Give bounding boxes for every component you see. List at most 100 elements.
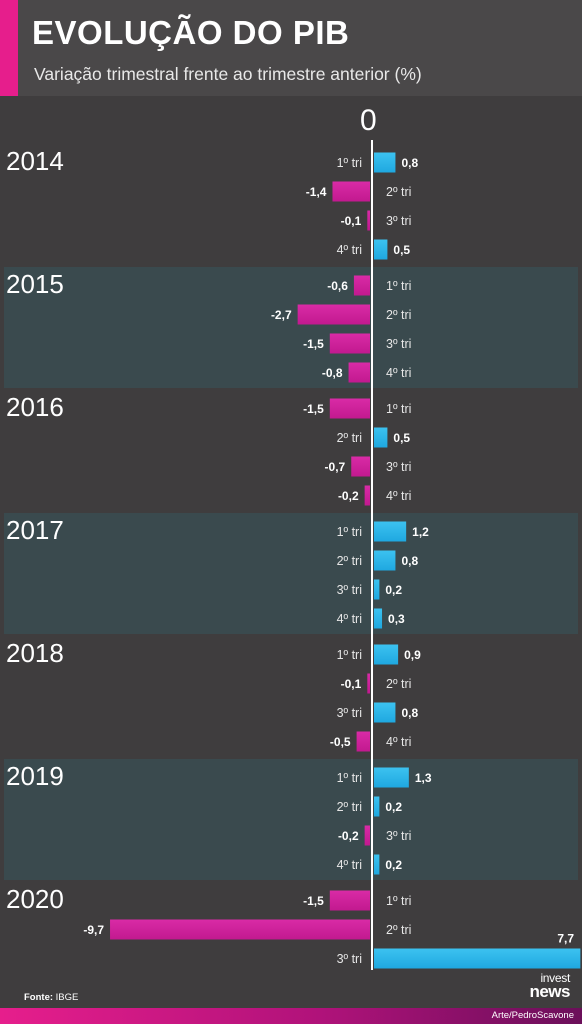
quarter-label-2016-q3: 3º tri bbox=[386, 460, 411, 474]
bar-2015-q4 bbox=[348, 362, 370, 383]
value-label-2015-q3: -1,5 bbox=[303, 337, 324, 351]
year-band-2014 bbox=[4, 144, 578, 265]
value-label-2015-q4: -0,8 bbox=[322, 366, 343, 380]
bar-2016-q3 bbox=[351, 456, 370, 477]
investnews-logo: invest news bbox=[508, 972, 570, 1002]
quarter-label-2016-q4: 4º tri bbox=[386, 489, 411, 503]
value-label-2016-q3: -0,7 bbox=[325, 460, 346, 474]
quarter-label-2014-q1: 1º tri bbox=[337, 156, 362, 170]
bar-2018-q3 bbox=[374, 702, 396, 723]
value-label-2020-q2: -9,7 bbox=[83, 923, 104, 937]
bar-2017-q1 bbox=[374, 521, 407, 542]
quarter-label-2018-q4: 4º tri bbox=[386, 735, 411, 749]
value-label-2019-q2: 0,2 bbox=[385, 800, 402, 814]
quarter-label-2018-q3: 3º tri bbox=[337, 706, 362, 720]
source-note: Fonte: IBGE bbox=[24, 992, 78, 1003]
zero-axis-label: 0 bbox=[360, 104, 377, 137]
quarter-label-2016-q1: 1º tri bbox=[386, 402, 411, 416]
bar-2018-q2 bbox=[367, 673, 370, 694]
year-band-2016 bbox=[4, 390, 578, 511]
quarter-label-2015-q1: 1º tri bbox=[386, 279, 411, 293]
value-label-2017-q2: 0,8 bbox=[401, 554, 418, 568]
quarter-label-2019-q2: 2º tri bbox=[337, 800, 362, 814]
value-label-2019-q3: -0,2 bbox=[338, 829, 359, 843]
quarter-label-2014-q2: 2º tri bbox=[386, 185, 411, 199]
year-band-2017 bbox=[4, 513, 578, 634]
value-label-2015-q1: -0,6 bbox=[327, 279, 348, 293]
year-label-2016: 2016 bbox=[6, 392, 64, 422]
bar-2014-q3 bbox=[367, 210, 370, 231]
quarter-label-2017-q3: 3º tri bbox=[337, 583, 362, 597]
value-label-2020-q1: -1,5 bbox=[303, 894, 324, 908]
art-credit: Arte/PedroScavone bbox=[491, 1010, 574, 1021]
bar-2015-q2 bbox=[297, 304, 370, 325]
bar-2017-q4 bbox=[374, 608, 383, 629]
quarter-label-2015-q2: 2º tri bbox=[386, 308, 411, 322]
bar-2015-q3 bbox=[329, 333, 370, 354]
value-label-2016-q2: 0,5 bbox=[393, 431, 410, 445]
quarter-label-2019-q4: 4º tri bbox=[337, 858, 362, 872]
bar-chart: 2014 1º tri 0,8 2º tri -1,4 3º tri -0,1 4º tri 0… bbox=[4, 140, 581, 970]
year-band-2015 bbox=[4, 267, 578, 388]
quarter-label-2020-q3: 3º tri bbox=[337, 952, 362, 966]
quarter-label-2019-q3: 3º tri bbox=[386, 829, 411, 843]
value-label-2017-q4: 0,3 bbox=[388, 612, 405, 626]
quarter-label-2014-q4: 4º tri bbox=[337, 243, 362, 257]
bar-2017-q2 bbox=[374, 550, 396, 571]
value-label-2016-q1: -1,5 bbox=[303, 402, 324, 416]
bar-2015-q1 bbox=[353, 275, 370, 296]
quarter-label-2018-q2: 2º tri bbox=[386, 677, 411, 691]
bar-2020-q2 bbox=[110, 919, 370, 940]
value-label-2019-q4: 0,2 bbox=[385, 858, 402, 872]
bar-2016-q2 bbox=[374, 427, 388, 448]
year-label-2014: 2014 bbox=[6, 146, 64, 176]
header: EVOLUÇÃO DO PIB Variação trimestral fren… bbox=[0, 0, 582, 96]
year-label-2019: 2019 bbox=[6, 761, 64, 791]
quarter-label-2017-q1: 1º tri bbox=[337, 525, 362, 539]
bar-2017-q3 bbox=[374, 579, 380, 600]
bar-2019-q1 bbox=[374, 767, 409, 788]
accent-stripe bbox=[0, 0, 18, 96]
year-band-2019 bbox=[4, 759, 578, 880]
year-label-2015: 2015 bbox=[6, 269, 64, 299]
bar-2020-q3 bbox=[374, 948, 581, 969]
bar-2018-q4 bbox=[356, 731, 370, 752]
value-label-2018-q1: 0,9 bbox=[404, 648, 421, 662]
year-label-2018: 2018 bbox=[6, 638, 64, 668]
source-value: IBGE bbox=[55, 992, 79, 1003]
year-label-2020: 2020 bbox=[6, 884, 64, 914]
value-label-2019-q1: 1,3 bbox=[415, 771, 432, 785]
bar-2014-q1 bbox=[374, 152, 396, 173]
quarter-label-2015-q4: 4º tri bbox=[386, 366, 411, 380]
value-label-2017-q1: 1,2 bbox=[412, 525, 429, 539]
value-label-2018-q2: -0,1 bbox=[341, 677, 362, 691]
value-label-2014-q2: -1,4 bbox=[306, 185, 327, 199]
bar-2020-q1 bbox=[329, 890, 370, 911]
bar-2016-q1 bbox=[329, 398, 370, 419]
source-label: Fonte: bbox=[24, 992, 54, 1003]
value-label-2015-q2: -2,7 bbox=[271, 308, 292, 322]
logo-line-1: invest bbox=[540, 971, 570, 985]
quarter-label-2019-q1: 1º tri bbox=[337, 771, 362, 785]
value-label-2014-q3: -0,1 bbox=[341, 214, 362, 228]
chart-subtitle: Variação trimestral frente ao trimestre … bbox=[34, 64, 422, 84]
bar-2018-q1 bbox=[374, 644, 399, 665]
chart-title: EVOLUÇÃO DO PIB bbox=[32, 14, 350, 51]
value-label-2020-q3: 7,7 bbox=[557, 932, 574, 946]
value-label-2018-q3: 0,8 bbox=[401, 706, 418, 720]
logo-line-2: news bbox=[529, 982, 570, 1001]
bar-2019-q2 bbox=[374, 796, 380, 817]
bar-2016-q4 bbox=[364, 485, 370, 506]
footer-bar bbox=[0, 1008, 582, 1024]
quarter-label-2020-q2: 2º tri bbox=[386, 923, 411, 937]
quarter-label-2018-q1: 1º tri bbox=[337, 648, 362, 662]
quarter-label-2014-q3: 3º tri bbox=[386, 214, 411, 228]
quarter-label-2017-q4: 4º tri bbox=[337, 612, 362, 626]
quarter-label-2015-q3: 3º tri bbox=[386, 337, 411, 351]
bar-2019-q4 bbox=[374, 854, 380, 875]
year-band-2018 bbox=[4, 636, 578, 757]
quarter-label-2017-q2: 2º tri bbox=[337, 554, 362, 568]
value-label-2017-q3: 0,2 bbox=[385, 583, 402, 597]
quarter-label-2020-q1: 1º tri bbox=[386, 894, 411, 908]
value-label-2016-q4: -0,2 bbox=[338, 489, 359, 503]
